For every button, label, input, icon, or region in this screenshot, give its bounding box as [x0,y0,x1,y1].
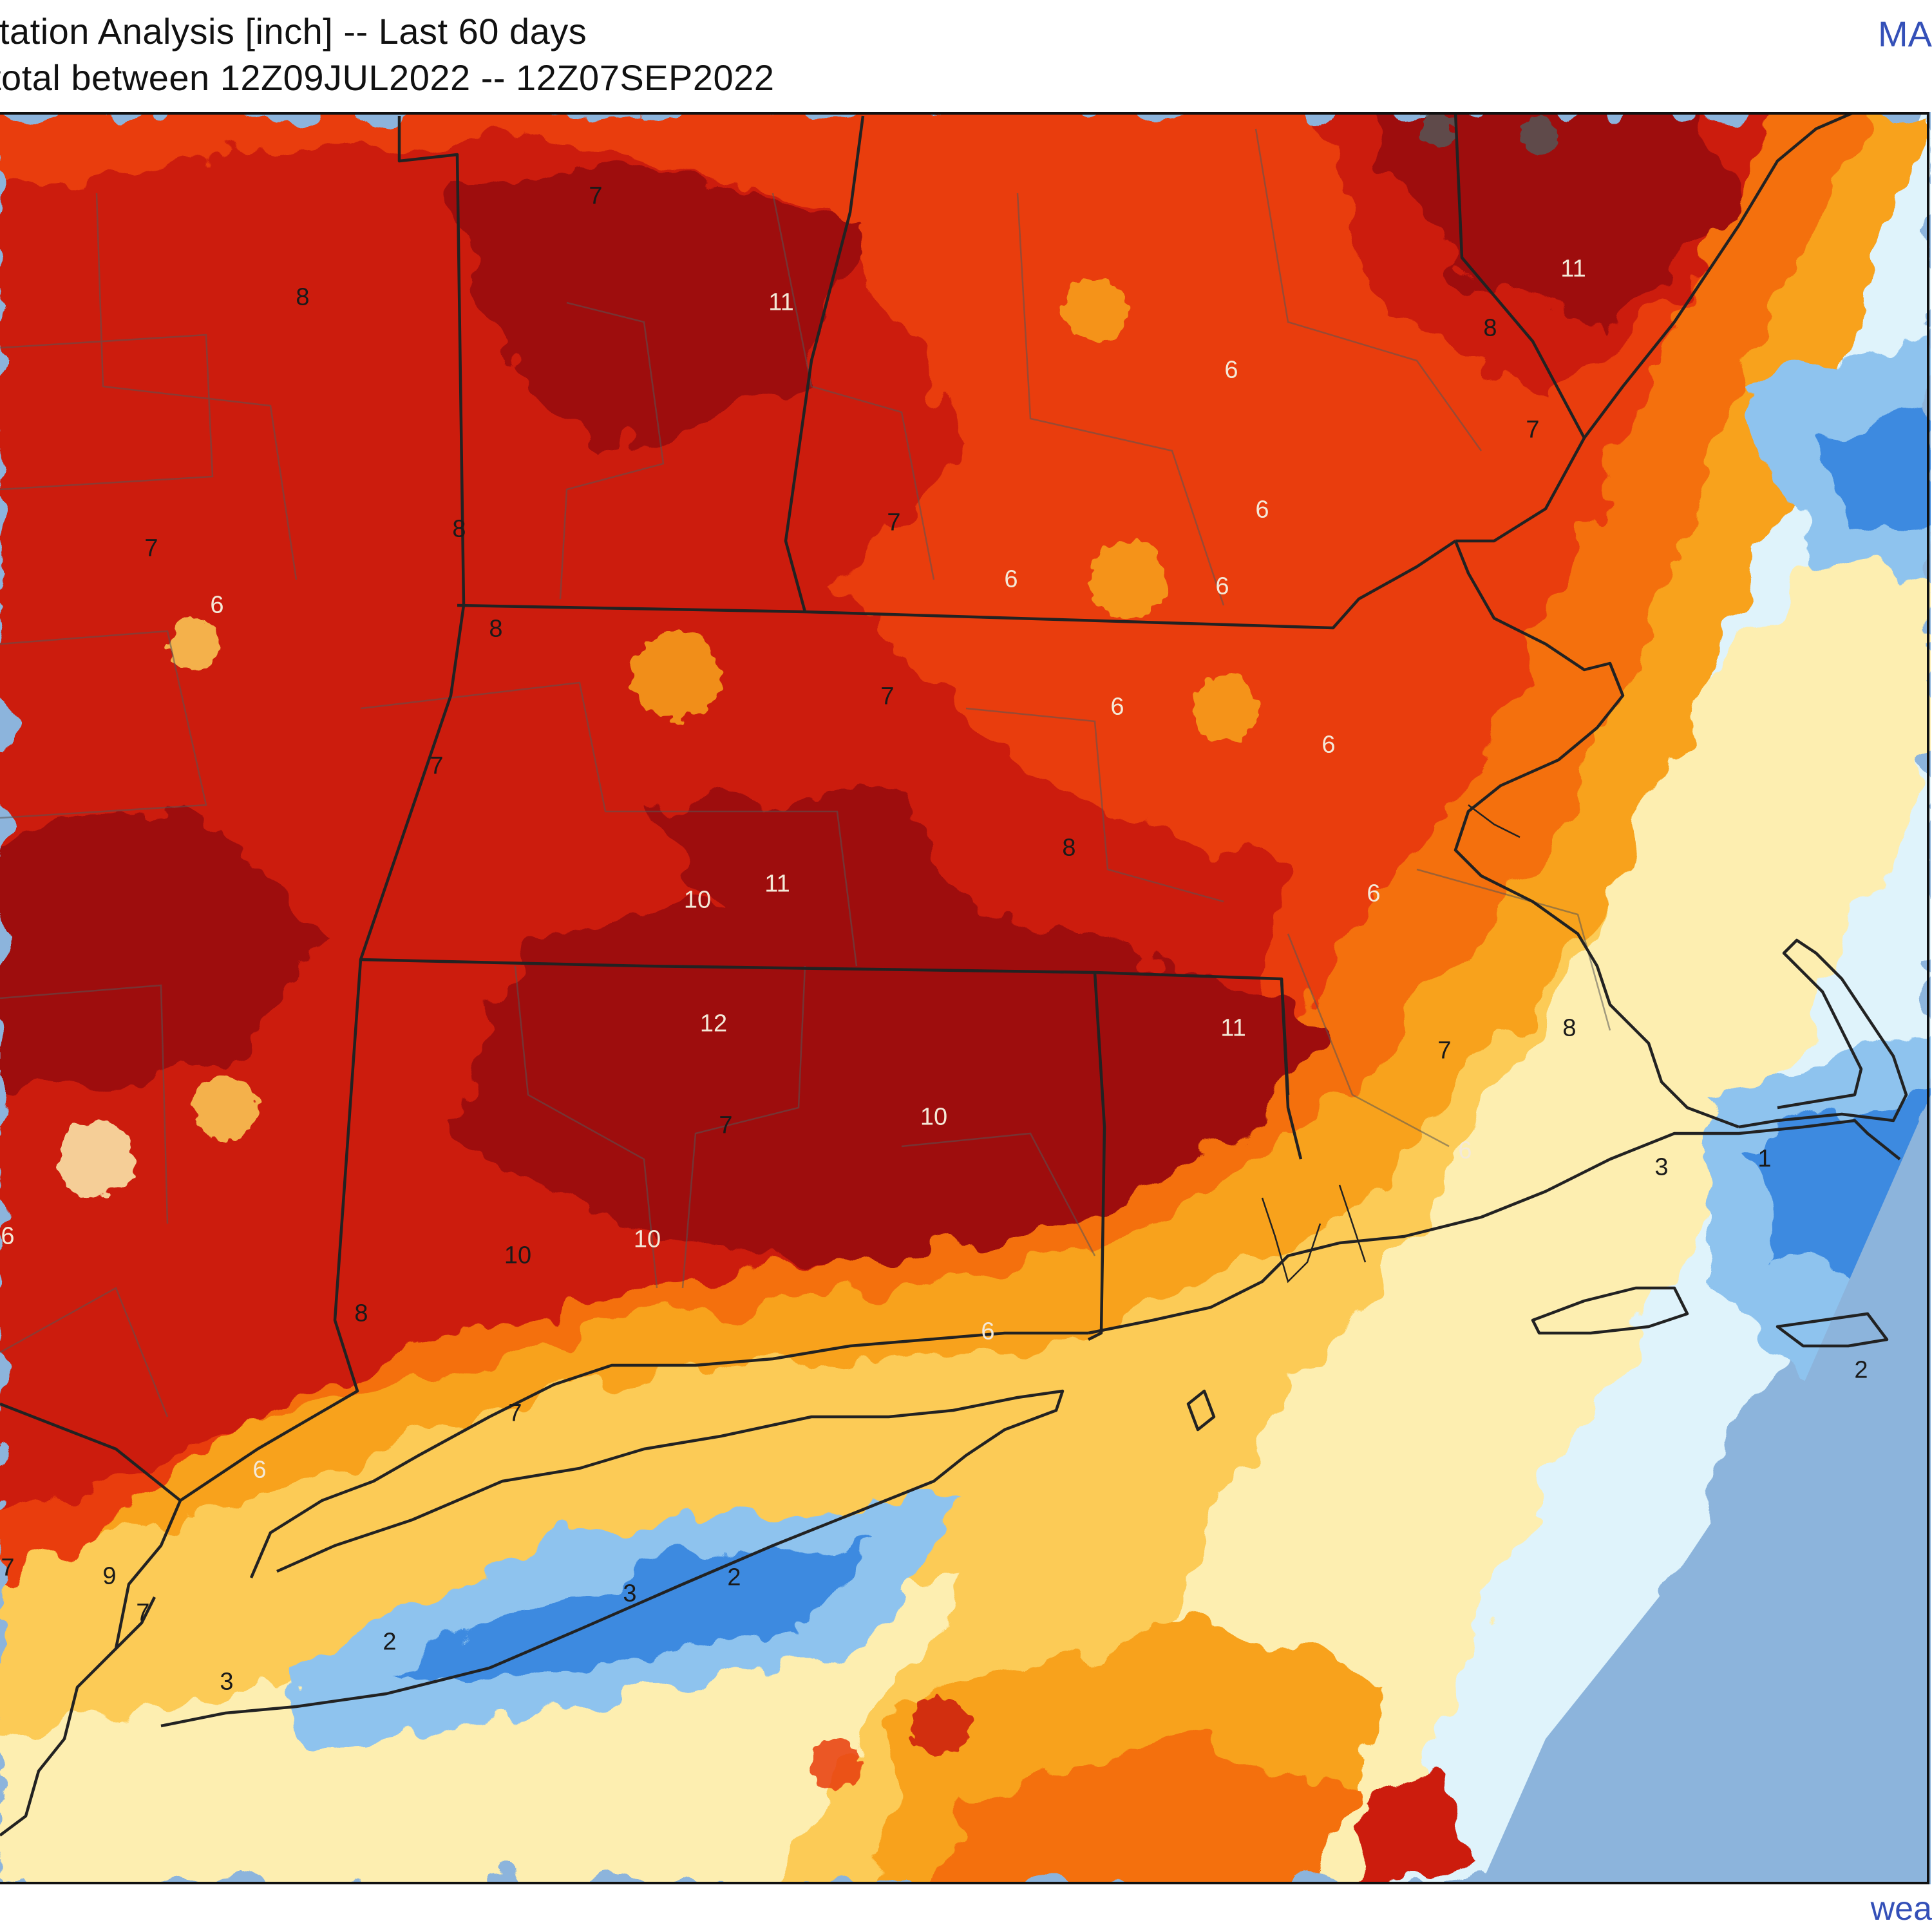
contour-label: 10 [920,1103,948,1131]
contour-label: 3 [220,1668,234,1696]
credit-text: wea [1870,1890,1932,1927]
contour-label: 8 [452,515,466,543]
state-borders [0,112,1908,1837]
contour-label: 8 [296,283,310,311]
contour-label: 6 [1255,496,1269,524]
contour-label: 7 [1526,416,1540,444]
contour-label: 8 [354,1300,368,1327]
county-lines [0,128,1611,1417]
ct-ri-border [1087,972,1106,1341]
contour-label: 11 [768,289,794,316]
contour-label: 6 [252,1456,267,1484]
ocean-mask [1481,1095,1931,1884]
contour-label: 6 [1215,573,1229,600]
contour-label: 2 [727,1564,741,1591]
contour-label: 6 [1,1222,15,1250]
contour-label: 8 [1483,314,1497,342]
contour-label: 11 [1220,1014,1246,1042]
precipitation-map: 8 11 11 7 6 8 7 7 6 6 6 6 7 8 8 7 6 6 7 8 10 11 6 12 11 8 7 7 10 6 3 1 1… [0,112,1931,1884]
map-footer: wea [0,1884,1932,1932]
contour-label: 10 [504,1242,532,1269]
contour-label: 7 [1437,1037,1452,1065]
contour-label: 7 [430,752,444,780]
contour-label: 6 [981,1318,995,1345]
contour-label: 6 [1458,1137,1472,1164]
contour-label: 12 [699,1010,728,1037]
brand-logo-text: MA [1878,14,1932,54]
contour-label: 11 [1560,255,1586,283]
contour-label: 6 [1004,565,1018,593]
contour-label: 7 [508,1399,522,1427]
contour-label: 10 [633,1226,661,1253]
contour-label: 7 [144,535,158,562]
contour-label: 7 [589,182,603,210]
contour-label: 8 [489,615,503,643]
map-subtitle: total between 12Z09JUL2022 -- 12Z07SEP20… [0,57,775,98]
contour-label: 10 [683,886,712,914]
contour-label: 7 [880,683,895,710]
contour-label: 7 [1,1554,15,1582]
contour-label: 6 [210,591,224,619]
contour-label: 3 [623,1580,637,1607]
bay-lines [1261,804,1520,1283]
contour-label: 8 [1062,834,1076,862]
contour-label: 6 [1224,356,1238,384]
contour-label: 6 [1110,693,1124,721]
contour-label: 7 [719,1112,733,1139]
contour-label: 3 [1654,1153,1669,1181]
contour-label: 8 [1562,1014,1577,1042]
contour-label: 9 [102,1562,117,1590]
contour-label: 6 [1321,731,1336,759]
contour-label: 7 [887,509,901,536]
ma-north-border [457,540,1457,630]
precip-speckle [58,112,1558,1790]
contour-label: 7 [136,1599,150,1627]
contour-label: 2 [383,1628,397,1656]
contour-label: 2 [1854,1356,1868,1384]
contour-label: 11 [764,870,790,898]
contour-label: 6 [1367,880,1381,907]
precip-field [0,112,1931,1884]
precipitation-map-svg [0,112,1931,1884]
ny-border [179,116,466,1502]
contour-label: 1 [1757,1145,1772,1173]
map-title: itation Analysis [inch] -- Last 60 days [0,11,587,52]
map-header: itation Analysis [inch] -- Last 60 days … [0,0,1932,113]
vt-nh-border [784,115,865,612]
